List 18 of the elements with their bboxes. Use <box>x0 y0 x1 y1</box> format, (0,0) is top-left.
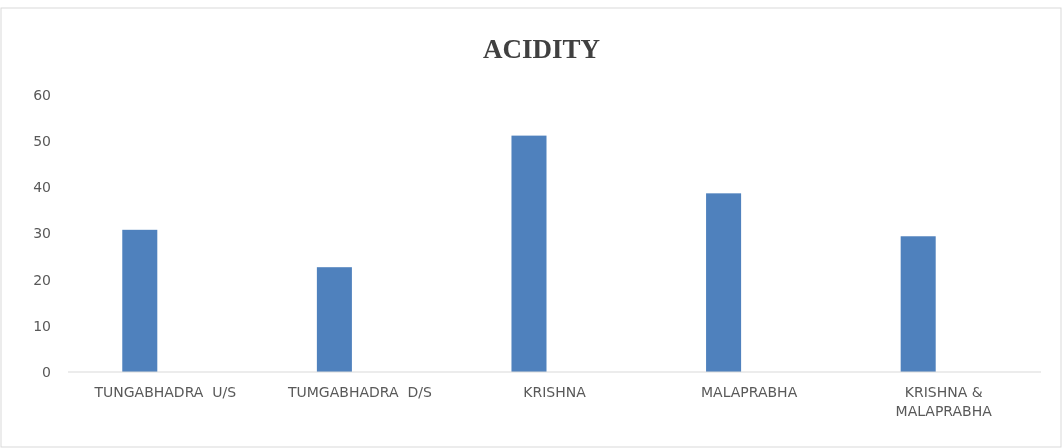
chart-title: ACIDITY <box>482 34 601 64</box>
bar <box>316 267 352 372</box>
bar <box>122 229 158 372</box>
bar <box>511 135 547 372</box>
bar <box>706 193 742 372</box>
x-tick-label: TUNGABHADRA U/S <box>93 384 237 401</box>
x-tick-label: MALAPRABHA <box>700 384 798 401</box>
x-tick-label: KRISHNA <box>523 384 587 401</box>
y-tick-label: 0 <box>42 363 51 380</box>
y-tick-label: 30 <box>33 225 51 242</box>
y-tick-label: 50 <box>33 133 51 150</box>
x-tick-label: KRISHNA & MALAPRABHA <box>895 384 993 419</box>
x-tick-label: TUMGABHADRA D/S <box>286 384 432 401</box>
y-tick-label: 10 <box>33 317 51 334</box>
y-tick-label: 60 <box>33 86 51 103</box>
y-tick-label: 40 <box>33 179 51 196</box>
bar <box>900 236 936 372</box>
y-tick-label: 20 <box>33 271 51 288</box>
